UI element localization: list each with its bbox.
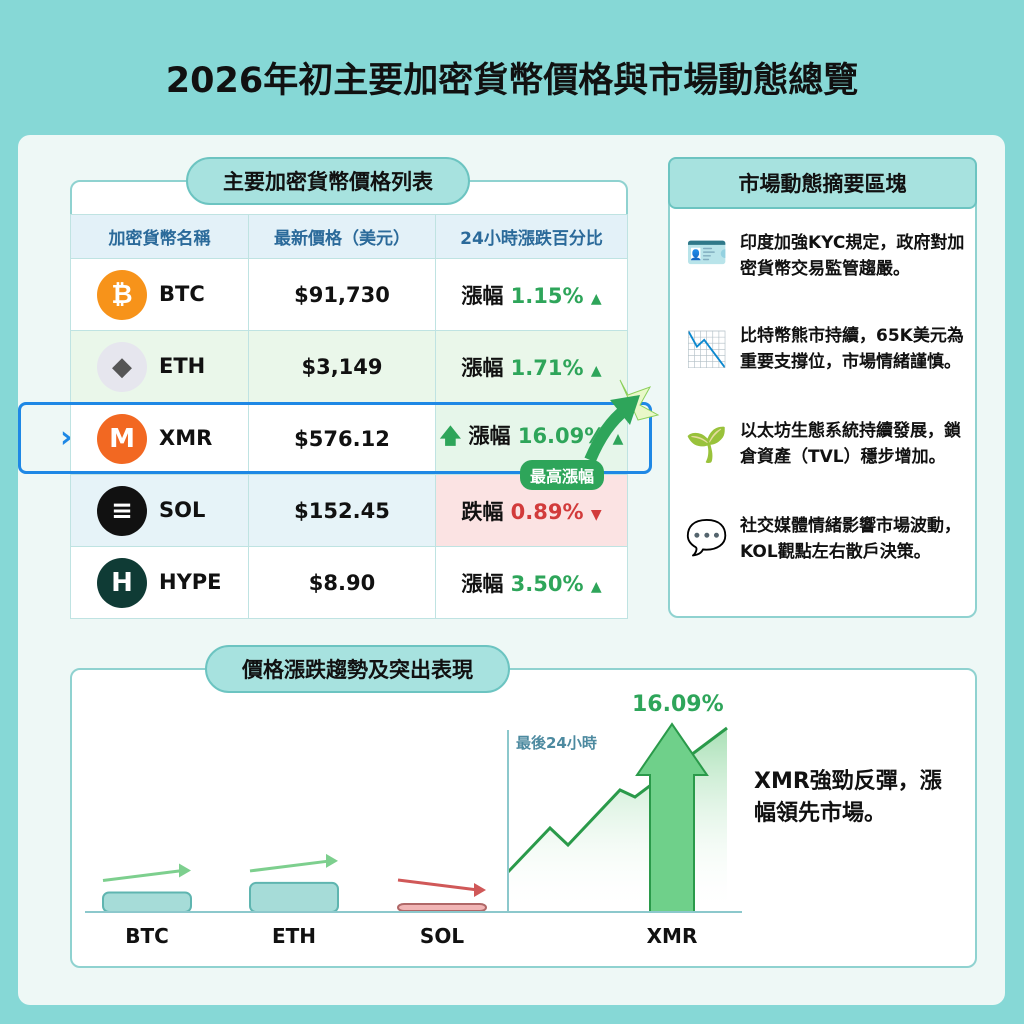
change-value: 0.89%: [510, 499, 584, 524]
col-header-change: 24小時漲跌百分比: [435, 214, 628, 259]
ethereum-icon: ◆: [97, 341, 147, 392]
bar-eth: [249, 881, 339, 913]
chart-title: 價格漲跌趨勢及突出表現: [205, 645, 510, 693]
price-cell: $152.45: [248, 474, 436, 547]
price-cell: $3,149: [248, 330, 436, 403]
arrowhead-icon: [179, 863, 191, 878]
chart-caption: XMR強勁反彈，漲幅領先市場。: [754, 769, 942, 826]
trend-arrow-eth: [249, 859, 331, 873]
x-tick-label: BTC: [125, 924, 169, 948]
declining-chart-icon: 📉: [685, 330, 729, 370]
rising-arrow-icon: [584, 379, 660, 463]
chart-panel: [70, 668, 977, 968]
xmr-highlight-frame: [18, 402, 652, 474]
change-value: 1.15%: [510, 283, 584, 308]
change-label: 跌幅: [461, 499, 504, 524]
trend-arrow-btc: [102, 868, 184, 882]
coin-symbol: HYPE: [159, 569, 222, 594]
price-table-heading: 主要加密貨幣價格列表: [186, 157, 470, 205]
bitcoin-icon: ₿: [97, 269, 147, 320]
monero-icon: M: [97, 413, 147, 464]
news-item: 社交媒體情緒影響市場波動，KOL觀點左右散戶決策。: [740, 516, 961, 562]
change-label: 漲幅: [468, 424, 511, 448]
arrowhead-icon: [474, 883, 486, 897]
coin-name-cell: H HYPE: [70, 546, 249, 619]
news-item: 印度加強KYC規定，政府對加密貨幣交易監管趨嚴。: [740, 233, 965, 279]
kyc-id-card-icon: 🪪: [685, 233, 729, 273]
table-row[interactable]: ◆ ETH $3,149 漲幅 1.71% ▲: [70, 330, 628, 403]
bar-sol: [397, 903, 487, 912]
news-panel: [668, 180, 977, 618]
coin-symbol: XMR: [159, 425, 213, 450]
change-label: 漲幅: [461, 571, 504, 596]
triangle-up-icon: ▲: [590, 290, 602, 307]
price-cell: $8.90: [248, 546, 436, 619]
plant-in-hand-icon: 🌱: [685, 425, 729, 465]
change-label: 漲幅: [461, 355, 504, 380]
solana-icon: ≡: [97, 485, 147, 536]
coin-symbol: BTC: [159, 281, 205, 306]
chat-user-icon: 💬: [685, 518, 729, 558]
triangle-up-icon: ▲: [590, 362, 602, 379]
col-header-name: 加密貨幣名稱: [70, 214, 249, 259]
change-label: 漲幅: [461, 283, 504, 308]
coin-name-cell: ₿ BTC: [70, 258, 249, 331]
coin-name-cell: M XMR: [70, 402, 249, 475]
change-cell: 漲幅 3.50% ▲: [435, 546, 628, 619]
x-tick-label: SOL: [419, 924, 465, 948]
chevron-right-icon: ›: [60, 420, 73, 455]
bar-btc: [102, 891, 192, 914]
xmr-value-label: 16.09%: [632, 692, 724, 717]
change-cell: 漲幅 1.71% ▲: [435, 330, 628, 403]
period-label: 最後24小時: [516, 734, 597, 752]
price-cell: $576.12: [248, 402, 436, 475]
coin-symbol: SOL: [159, 497, 206, 522]
coin-name-cell: ◆ ETH: [70, 330, 249, 403]
table-row[interactable]: M XMR $576.12 🡅 漲幅 16.09% ▲: [70, 402, 628, 475]
coin-name-cell: ≡ SOL: [70, 474, 249, 547]
x-tick-label: XMR: [646, 924, 698, 948]
table-row[interactable]: ₿ BTC $91,730 漲幅 1.15% ▲: [70, 258, 628, 331]
news-heading: 市場動態摘要區塊: [668, 157, 977, 209]
up-arrow-icon: 🡅: [439, 424, 469, 448]
trend-arrow-sol: [397, 878, 479, 892]
highlight-badge: 最高漲幅: [520, 460, 605, 490]
table-row[interactable]: H HYPE $8.90 漲幅 3.50% ▲: [70, 546, 628, 619]
triangle-up-icon: ▲: [612, 431, 624, 447]
coin-symbol: ETH: [159, 353, 206, 378]
hyperliquid-icon: H: [97, 557, 147, 608]
news-item: 比特幣熊市持續，65K美元為重要支撐位，市場情緒謹慎。: [740, 326, 964, 372]
page-title: 2026年初主要加密貨幣價格與市場動態總覽: [165, 61, 859, 101]
change-cell: 漲幅 1.15% ▲: [435, 258, 628, 331]
news-item: 以太坊生態系統持續發展，鎖倉資產（TVL）穩步增加。: [740, 421, 961, 467]
triangle-up-icon: ▲: [590, 578, 602, 595]
x-tick-label: ETH: [271, 924, 317, 948]
change-value: 16.09%: [517, 424, 606, 448]
triangle-down-icon: ▼: [590, 506, 602, 523]
arrowhead-icon: [326, 853, 338, 868]
change-value: 1.71%: [510, 355, 584, 380]
change-value: 3.50%: [510, 571, 584, 596]
bar-xmr-arrow: [635, 722, 709, 913]
